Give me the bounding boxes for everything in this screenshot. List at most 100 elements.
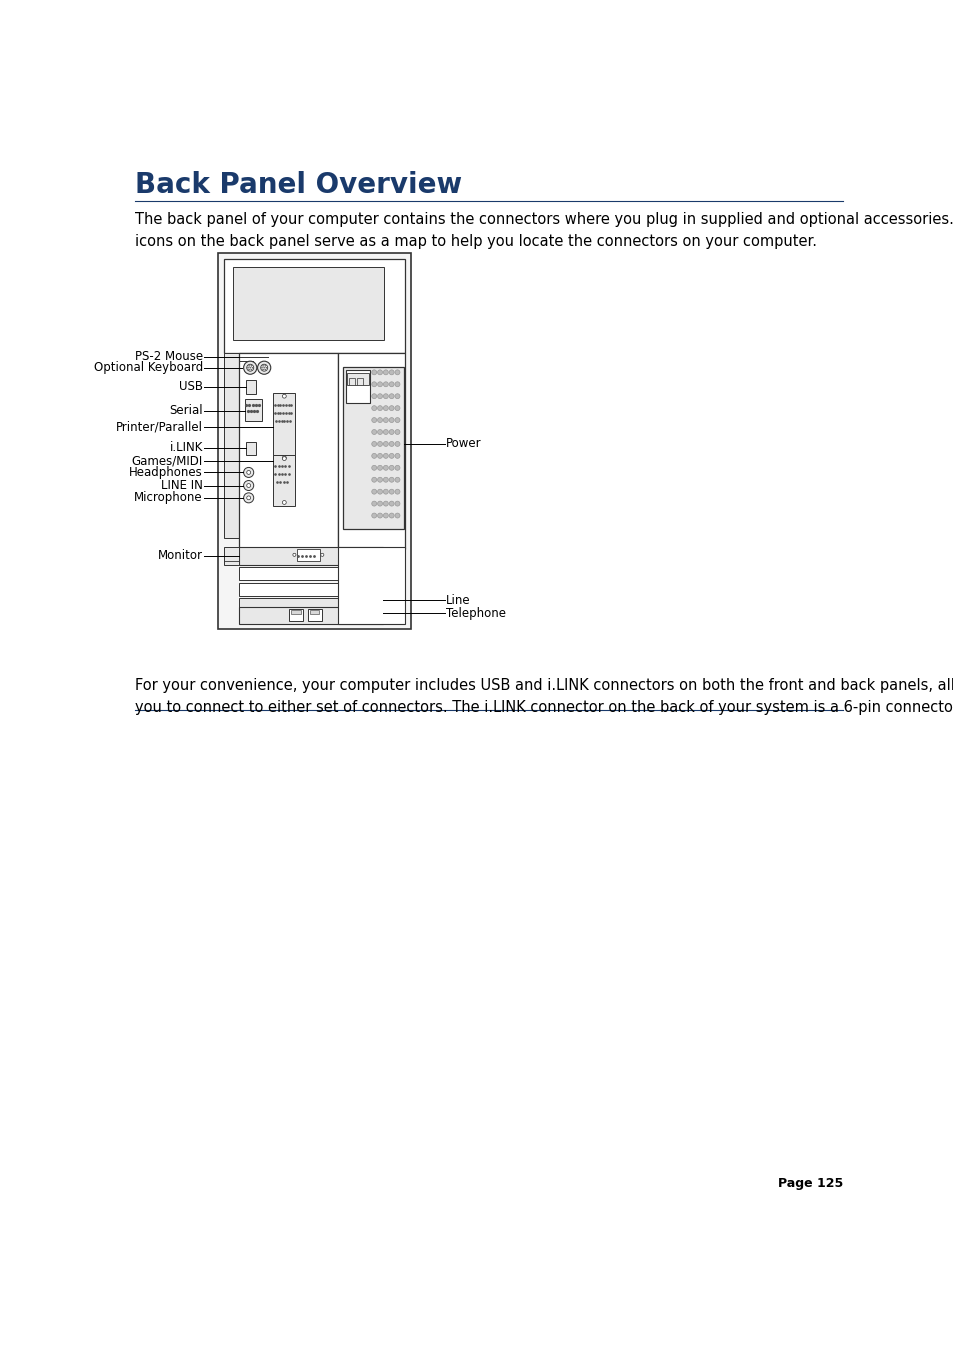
Circle shape: [243, 493, 253, 503]
Circle shape: [377, 477, 382, 482]
Circle shape: [383, 454, 388, 458]
Text: Telephone: Telephone: [446, 607, 506, 620]
Circle shape: [372, 477, 376, 482]
Circle shape: [247, 484, 251, 488]
Bar: [239, 582, 382, 596]
Text: Line: Line: [446, 593, 471, 607]
Text: Games/MIDI: Games/MIDI: [132, 454, 203, 467]
Bar: [224, 259, 405, 353]
Circle shape: [389, 430, 394, 435]
Circle shape: [389, 489, 394, 494]
Text: Optional Keyboard: Optional Keyboard: [93, 361, 203, 374]
Circle shape: [372, 442, 376, 446]
Circle shape: [377, 370, 382, 374]
Circle shape: [383, 513, 388, 517]
Circle shape: [372, 513, 376, 517]
Text: LINE IN: LINE IN: [161, 480, 203, 492]
Text: For your convenience, your computer includes USB and i.LINK connectors on both t: For your convenience, your computer incl…: [134, 678, 953, 715]
Bar: [345, 370, 370, 403]
Circle shape: [372, 382, 376, 386]
Text: Back Panel Overview: Back Panel Overview: [134, 172, 461, 200]
Circle shape: [395, 465, 399, 470]
Circle shape: [260, 365, 268, 372]
Bar: [296, 549, 319, 561]
Bar: [239, 567, 382, 580]
Circle shape: [372, 405, 376, 411]
Bar: [310, 611, 319, 615]
Bar: [246, 380, 255, 394]
Circle shape: [247, 365, 253, 372]
Circle shape: [372, 465, 376, 470]
Circle shape: [389, 417, 394, 423]
Circle shape: [395, 370, 399, 374]
Circle shape: [395, 501, 399, 507]
Circle shape: [257, 361, 271, 374]
Bar: [347, 373, 369, 385]
Circle shape: [389, 454, 394, 458]
Circle shape: [395, 489, 399, 494]
Circle shape: [282, 394, 286, 399]
Circle shape: [377, 465, 382, 470]
Circle shape: [372, 370, 376, 374]
Circle shape: [395, 382, 399, 386]
Circle shape: [372, 454, 376, 458]
Bar: [337, 547, 405, 624]
Circle shape: [383, 501, 388, 507]
Bar: [239, 607, 382, 624]
Bar: [246, 442, 256, 455]
Circle shape: [389, 513, 394, 517]
Circle shape: [372, 489, 376, 494]
Circle shape: [377, 442, 382, 446]
Text: Monitor: Monitor: [158, 549, 203, 562]
Circle shape: [383, 442, 388, 446]
Circle shape: [389, 405, 394, 411]
Text: Serial: Serial: [169, 404, 203, 417]
Text: Printer/Parallel: Printer/Parallel: [116, 420, 203, 434]
Bar: [224, 547, 239, 565]
Circle shape: [383, 393, 388, 399]
Circle shape: [383, 477, 388, 482]
Bar: [233, 267, 384, 340]
Circle shape: [395, 477, 399, 482]
Bar: [274, 455, 294, 505]
Bar: [348, 378, 355, 385]
Bar: [239, 598, 382, 608]
Circle shape: [389, 370, 394, 374]
Circle shape: [377, 430, 382, 435]
Circle shape: [282, 455, 286, 459]
Circle shape: [377, 501, 382, 507]
Text: PS-2 Mouse: PS-2 Mouse: [134, 350, 203, 363]
Circle shape: [389, 465, 394, 470]
Text: Power: Power: [446, 438, 481, 450]
Circle shape: [243, 481, 253, 490]
Circle shape: [372, 393, 376, 399]
Bar: [291, 611, 300, 615]
Text: USB: USB: [179, 381, 203, 393]
Circle shape: [243, 361, 256, 374]
Text: Headphones: Headphones: [129, 466, 203, 480]
Circle shape: [389, 382, 394, 386]
Circle shape: [383, 417, 388, 423]
Circle shape: [282, 457, 286, 461]
Circle shape: [395, 417, 399, 423]
Circle shape: [377, 489, 382, 494]
Circle shape: [389, 501, 394, 507]
Circle shape: [282, 500, 286, 504]
Circle shape: [395, 405, 399, 411]
Circle shape: [383, 382, 388, 386]
Circle shape: [395, 430, 399, 435]
Bar: [337, 353, 405, 550]
Bar: [239, 547, 382, 565]
Circle shape: [383, 405, 388, 411]
Circle shape: [372, 430, 376, 435]
Circle shape: [395, 393, 399, 399]
Circle shape: [389, 442, 394, 446]
Bar: [217, 253, 411, 628]
Circle shape: [377, 405, 382, 411]
Text: Page 125: Page 125: [777, 1177, 842, 1190]
Bar: [343, 367, 403, 528]
Bar: [224, 353, 239, 538]
Bar: [245, 400, 261, 422]
Circle shape: [320, 554, 323, 557]
Circle shape: [247, 470, 251, 474]
